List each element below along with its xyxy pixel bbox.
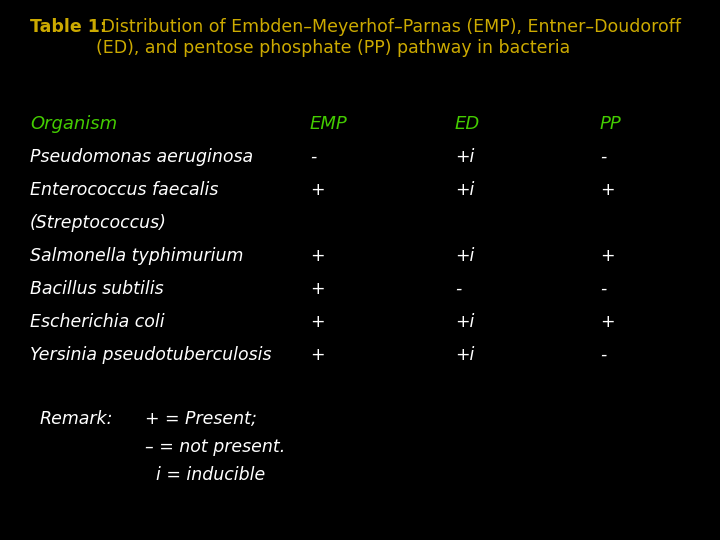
Text: -: - bbox=[600, 280, 606, 298]
Text: i = inducible: i = inducible bbox=[145, 466, 265, 484]
Text: Bacillus subtilis: Bacillus subtilis bbox=[30, 280, 163, 298]
Text: +i: +i bbox=[455, 148, 474, 166]
Text: EMP: EMP bbox=[310, 115, 348, 133]
Text: +: + bbox=[310, 346, 325, 364]
Text: -: - bbox=[600, 148, 606, 166]
Text: PP: PP bbox=[600, 115, 622, 133]
Text: ED: ED bbox=[455, 115, 480, 133]
Text: Escherichia coli: Escherichia coli bbox=[30, 313, 165, 331]
Text: Pseudomonas aeruginosa: Pseudomonas aeruginosa bbox=[30, 148, 253, 166]
Text: +: + bbox=[310, 313, 325, 331]
Text: (Streptococcus): (Streptococcus) bbox=[30, 214, 167, 232]
Text: Yersinia pseudotuberculosis: Yersinia pseudotuberculosis bbox=[30, 346, 271, 364]
Text: Organism: Organism bbox=[30, 115, 117, 133]
Text: -: - bbox=[600, 346, 606, 364]
Text: Salmonella typhimurium: Salmonella typhimurium bbox=[30, 247, 243, 265]
Text: +: + bbox=[600, 181, 614, 199]
Text: +i: +i bbox=[455, 313, 474, 331]
Text: +i: +i bbox=[455, 346, 474, 364]
Text: Distribution of Embden–Meyerhof–Parnas (EMP), Entner–Doudoroff
(ED), and pentose: Distribution of Embden–Meyerhof–Parnas (… bbox=[96, 18, 681, 57]
Text: Remark:: Remark: bbox=[40, 410, 114, 428]
Text: -: - bbox=[310, 148, 316, 166]
Text: + = Present;: + = Present; bbox=[145, 410, 257, 428]
Text: +: + bbox=[600, 247, 614, 265]
Text: Table 1:: Table 1: bbox=[30, 18, 107, 36]
Text: +: + bbox=[310, 181, 325, 199]
Text: – = not present.: – = not present. bbox=[145, 438, 285, 456]
Text: +i: +i bbox=[455, 181, 474, 199]
Text: +: + bbox=[310, 280, 325, 298]
Text: -: - bbox=[455, 280, 462, 298]
Text: +i: +i bbox=[455, 247, 474, 265]
Text: +: + bbox=[600, 313, 614, 331]
Text: Enterococcus faecalis: Enterococcus faecalis bbox=[30, 181, 218, 199]
Text: +: + bbox=[310, 247, 325, 265]
